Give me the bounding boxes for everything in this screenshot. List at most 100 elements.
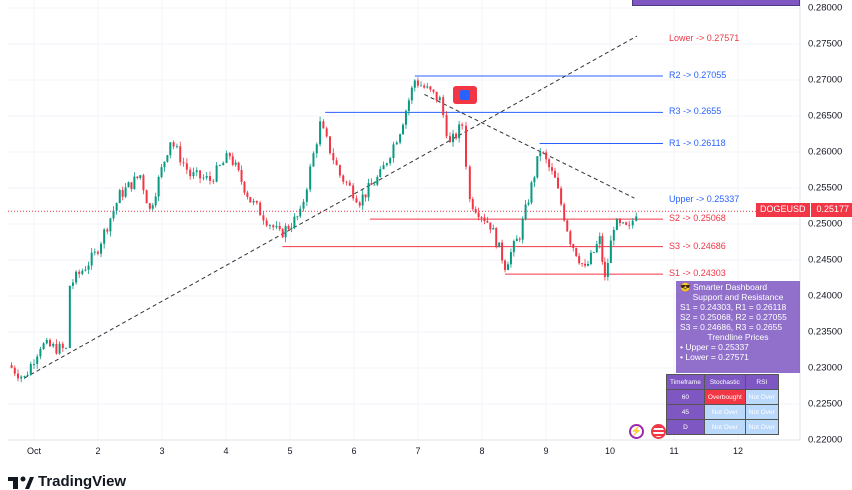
- candle: [305, 189, 308, 202]
- x-tick-label: 4: [223, 446, 229, 456]
- candle: [185, 163, 188, 170]
- x-tick-label: 10: [604, 446, 616, 456]
- trend-lower: • Lower = 0.27571: [680, 352, 749, 362]
- candle: [329, 136, 331, 154]
- table-cell: 60: [666, 389, 705, 405]
- candle: [635, 216, 638, 221]
- y-tick-label: 0.24500: [808, 254, 843, 266]
- candle: [489, 222, 492, 230]
- candle: [572, 244, 575, 248]
- candle: [438, 97, 441, 101]
- candle: [426, 86, 429, 88]
- candle: [133, 176, 136, 190]
- price-tag-price: 0.25177: [809, 203, 852, 217]
- candle: [410, 87, 413, 101]
- price-tag: DOGEUSD 0.25177: [756, 203, 852, 217]
- candle: [474, 209, 477, 213]
- candle: [259, 202, 262, 216]
- candle: [228, 153, 231, 157]
- candle: [302, 201, 305, 209]
- candle: [255, 200, 258, 203]
- logo-text: TradingView: [38, 473, 127, 490]
- candle: [145, 190, 148, 204]
- us-flag-icon[interactable]: [651, 424, 666, 439]
- candle: [338, 165, 341, 176]
- candle: [42, 343, 45, 349]
- y-tick-label: 0.26500: [808, 110, 843, 122]
- y-tick-label: 0.22000: [808, 434, 843, 446]
- y-tick-label: 0.22500: [808, 398, 843, 410]
- table-cell: Not Over: [744, 419, 779, 435]
- tradingview-logo[interactable]: TradingView: [8, 473, 126, 490]
- candle: [169, 142, 172, 156]
- level-label: S2 -> 0.25068: [669, 213, 726, 224]
- table-cell: Not Over: [703, 419, 746, 435]
- candle: [33, 364, 35, 365]
- candle: [166, 155, 169, 162]
- candle: [218, 165, 221, 166]
- candle: [249, 196, 252, 203]
- candle: [557, 177, 560, 189]
- candle: [455, 133, 458, 139]
- candle: [93, 251, 96, 253]
- candle: [468, 166, 471, 200]
- candle: [151, 205, 154, 209]
- candle: [202, 177, 205, 179]
- candle: [222, 162, 225, 166]
- candle: [315, 144, 318, 154]
- candle: [231, 156, 234, 165]
- candle: [480, 217, 483, 218]
- table-header: RSI: [744, 374, 779, 390]
- candle: [601, 236, 604, 262]
- candle: [154, 196, 157, 206]
- candle: [275, 225, 278, 228]
- candle: [100, 243, 103, 254]
- candle: [61, 343, 64, 349]
- table-row: 60 Overbought Not Over: [666, 389, 779, 405]
- candle: [420, 85, 423, 87]
- candle: [477, 212, 480, 218]
- lightning-icon[interactable]: ⚡: [629, 424, 644, 439]
- candle: [483, 217, 486, 222]
- candle: [442, 97, 445, 116]
- candle: [612, 229, 615, 241]
- candle: [506, 264, 509, 270]
- candle: [373, 184, 376, 186]
- candle: [533, 177, 536, 183]
- candle: [364, 194, 367, 198]
- candle: [29, 364, 32, 375]
- candle: [407, 100, 410, 111]
- candle: [445, 115, 448, 137]
- candle: [498, 242, 501, 248]
- candle: [536, 156, 539, 178]
- candle: [179, 146, 182, 163]
- x-tick-label: 9: [543, 446, 549, 456]
- candle: [142, 175, 145, 191]
- tradingview-logo-icon: [8, 476, 34, 489]
- marker-flag[interactable]: [453, 86, 477, 104]
- candle: [148, 203, 151, 209]
- candle: [504, 260, 507, 270]
- candle: [595, 244, 598, 253]
- x-tick-label: Oct: [26, 446, 42, 456]
- candle: [606, 263, 609, 277]
- sr-line-2: S2 = 0.25068, R2 = 0.27055: [680, 312, 787, 322]
- plot-area: [8, 0, 800, 440]
- candle: [265, 220, 268, 226]
- candle: [515, 238, 518, 242]
- candle: [622, 222, 625, 224]
- candle: [545, 152, 548, 160]
- candle: [618, 219, 621, 224]
- sr-line-3: S3 = 0.24686, R3 = 0.2655: [680, 322, 783, 332]
- level-label: R1 -> 0.26118: [669, 137, 726, 148]
- candle: [199, 170, 202, 179]
- candle: [578, 256, 581, 264]
- y-tick-label: 0.25000: [808, 218, 843, 230]
- y-tick-label: 0.28000: [808, 2, 843, 14]
- candle: [449, 136, 451, 143]
- table-cell: D: [666, 419, 705, 435]
- candle: [461, 124, 464, 126]
- candle: [124, 187, 127, 197]
- candle: [103, 229, 106, 244]
